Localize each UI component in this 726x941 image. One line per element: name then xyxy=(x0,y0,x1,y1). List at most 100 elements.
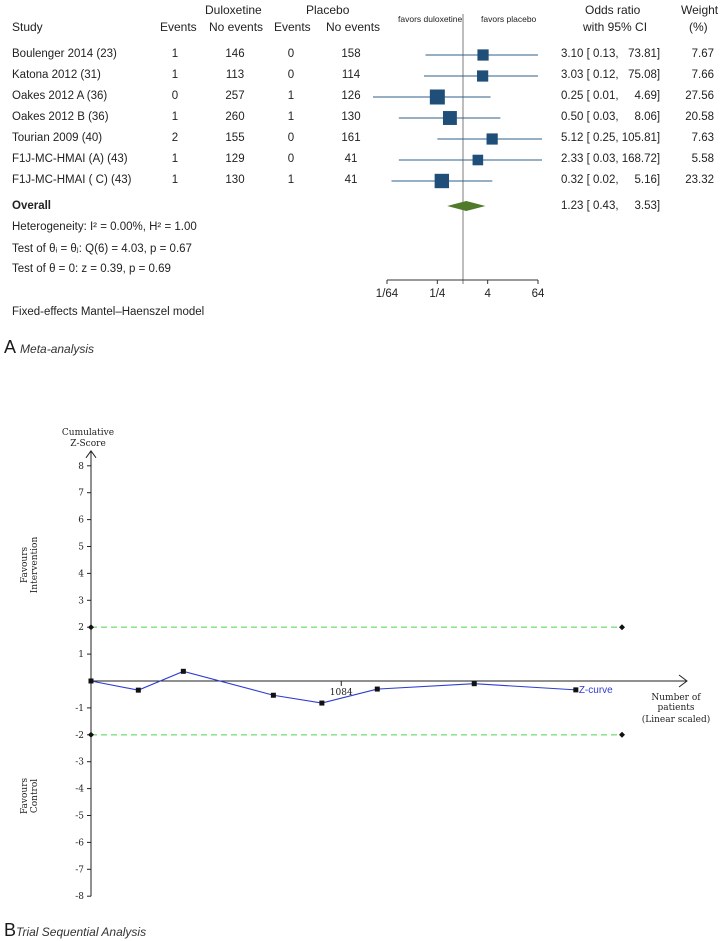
study-weight: 23.32 xyxy=(685,174,714,186)
study-weight: 5.58 xyxy=(691,153,714,165)
tsa-y-tick-label: 2 xyxy=(78,623,84,633)
study-weight: 20.58 xyxy=(685,111,714,123)
panel-b-caption: Trial Sequential Analysis xyxy=(16,925,147,939)
events-duloxetine: 0 xyxy=(171,90,179,102)
panel-a-label: A Meta-analysis xyxy=(4,337,94,358)
events-placebo: 0 xyxy=(287,153,295,165)
tsa-y-tick-label: 5 xyxy=(78,543,84,553)
tsa-boundary-marker-right xyxy=(619,624,625,631)
tsa-y-tick-label: 6 xyxy=(78,516,84,526)
heterogeneity-stat: Heterogeneity: I² = 0.00%, H² = 1.00 xyxy=(12,221,197,233)
tsa-y-tick-label: 1 xyxy=(78,650,84,660)
study-ci: 2.33 [ 0.03, 168.72] xyxy=(561,153,661,165)
header-or: Odds ratio xyxy=(585,3,641,17)
tsa-x-arrow xyxy=(678,674,688,688)
noevents-duloxetine: 130 xyxy=(225,174,245,186)
study-name: F1J-MC-HMAI ( C) (43) xyxy=(12,174,132,186)
header-noevents-2: No events xyxy=(326,20,381,34)
study-marker xyxy=(434,173,449,189)
tsa-top-region-label: Favours Intervention xyxy=(20,537,40,594)
z-curve-point xyxy=(270,692,276,698)
study-ci: 3.10 [ 0.13, 73.81] xyxy=(561,48,661,60)
events-placebo: 1 xyxy=(287,90,295,102)
forest-x-tick-label: 1/64 xyxy=(376,288,399,300)
panel-a-caption: Meta-analysis xyxy=(20,342,95,356)
tsa-x-title-line2: patients xyxy=(658,703,695,713)
z-curve-point xyxy=(319,700,325,706)
overall-label: Overall xyxy=(12,200,51,212)
z-curve-point xyxy=(180,668,186,674)
tsa-y-arrow xyxy=(85,449,97,459)
overall-diamond xyxy=(447,201,486,211)
study-marker xyxy=(472,154,484,166)
events-duloxetine: 1 xyxy=(171,153,179,165)
events-duloxetine: 1 xyxy=(171,48,179,60)
tsa-boundary-marker-left xyxy=(88,624,94,631)
header-study: Study xyxy=(12,20,43,34)
tsa-boundary-marker-right xyxy=(619,731,625,738)
study-ci: 0.32 [ 0.02, 5.16] xyxy=(561,174,661,186)
noevents-placebo: 126 xyxy=(341,90,361,102)
noevents-placebo: 158 xyxy=(341,48,361,60)
tsa-y-tick-label: 3 xyxy=(78,596,84,606)
z-curve-point xyxy=(88,678,94,684)
header-weight: Weight xyxy=(681,3,719,17)
study-weight: 7.67 xyxy=(691,48,714,60)
forest-x-tick-label: 1/4 xyxy=(429,288,446,300)
z-curve-point xyxy=(374,686,380,692)
study-weight: 27.56 xyxy=(685,90,714,102)
noevents-duloxetine: 260 xyxy=(225,111,245,123)
study-name: Boulenger 2014 (23) xyxy=(12,48,117,60)
panel-a-letter: A xyxy=(4,337,16,357)
tsa-y-tick-label: -2 xyxy=(75,731,84,741)
events-duloxetine: 1 xyxy=(171,111,179,123)
study-name: F1J-MC-HMAI (A) (43) xyxy=(12,153,128,165)
tsa-bottom-region-label: Favours Control xyxy=(20,778,40,815)
z-curve-label: Z-curve xyxy=(579,685,613,696)
favours-control-line1: Favours xyxy=(20,778,30,815)
tsa-x-tick-label: 1084 xyxy=(330,688,353,698)
header-favors-right: favors placebo xyxy=(481,14,537,24)
favours-control-line2: Control xyxy=(30,779,40,813)
study-name: Tourian 2009 (40) xyxy=(12,132,103,144)
tsa-y-title-line2: Z-Score xyxy=(70,439,106,449)
tsa-boundary-marker-left xyxy=(88,731,94,738)
forest-x-tick-label: 4 xyxy=(484,288,491,300)
header-noevents-1: No events xyxy=(209,20,264,34)
theta-i-test: Test of θᵢ = θⱼ: Q(6) = 4.03, p = 0.67 xyxy=(12,243,192,255)
z-curve-line xyxy=(90,670,576,704)
study-ci: 5.12 [ 0.25, 105.81] xyxy=(561,132,661,144)
events-duloxetine: 1 xyxy=(171,69,179,81)
noevents-duloxetine: 155 xyxy=(225,132,245,144)
events-placebo: 1 xyxy=(287,174,295,186)
tsa-x-title-line3: (Linear scaled) xyxy=(642,714,711,725)
tsa-y-tick-label: -8 xyxy=(75,892,84,902)
tsa-y-tick-label: -5 xyxy=(75,812,84,822)
tsa-y-tick-label: -3 xyxy=(75,758,84,768)
noevents-duloxetine: 129 xyxy=(225,153,245,165)
header-events-1: Events xyxy=(160,20,197,34)
study-marker xyxy=(442,111,457,125)
noevents-placebo: 130 xyxy=(341,111,361,123)
noevents-placebo: 114 xyxy=(341,69,361,81)
study-marker xyxy=(477,70,489,82)
noevents-duloxetine: 113 xyxy=(225,69,245,81)
tsa-x-title-line1: Number of xyxy=(651,693,701,703)
study-name: Oakes 2012 A (36) xyxy=(12,90,108,102)
header-favors-left: favors duloxetine xyxy=(398,14,463,24)
study-marker xyxy=(429,89,445,105)
study-ci: 0.25 [ 0.01, 4.69] xyxy=(561,90,661,102)
tsa-y-tick-label: 8 xyxy=(78,462,84,472)
events-placebo: 1 xyxy=(287,111,295,123)
header-duloxetine: Duloxetine xyxy=(205,3,262,17)
header-placebo: Placebo xyxy=(306,3,350,17)
header-events-2: Events xyxy=(274,20,311,34)
tsa-y-tick-label: -7 xyxy=(75,865,84,875)
noevents-placebo: 41 xyxy=(344,174,358,186)
overall-ci: 1.23 [ 0.43, 3.53] xyxy=(561,200,661,212)
study-marker xyxy=(477,49,489,61)
tsa-graphic: -8 -7 -6 -5 -4 -3 -2 -1 1 2 3 4 5 6 7 8 1084 Z-curve Cumul… xyxy=(20,428,711,902)
forest-x-tick-label: 64 xyxy=(532,288,545,300)
panel-b-label: BTrial Sequential Analysis xyxy=(4,920,146,941)
forest-graphic: 1/64 1/4 4 64 xyxy=(373,49,545,300)
